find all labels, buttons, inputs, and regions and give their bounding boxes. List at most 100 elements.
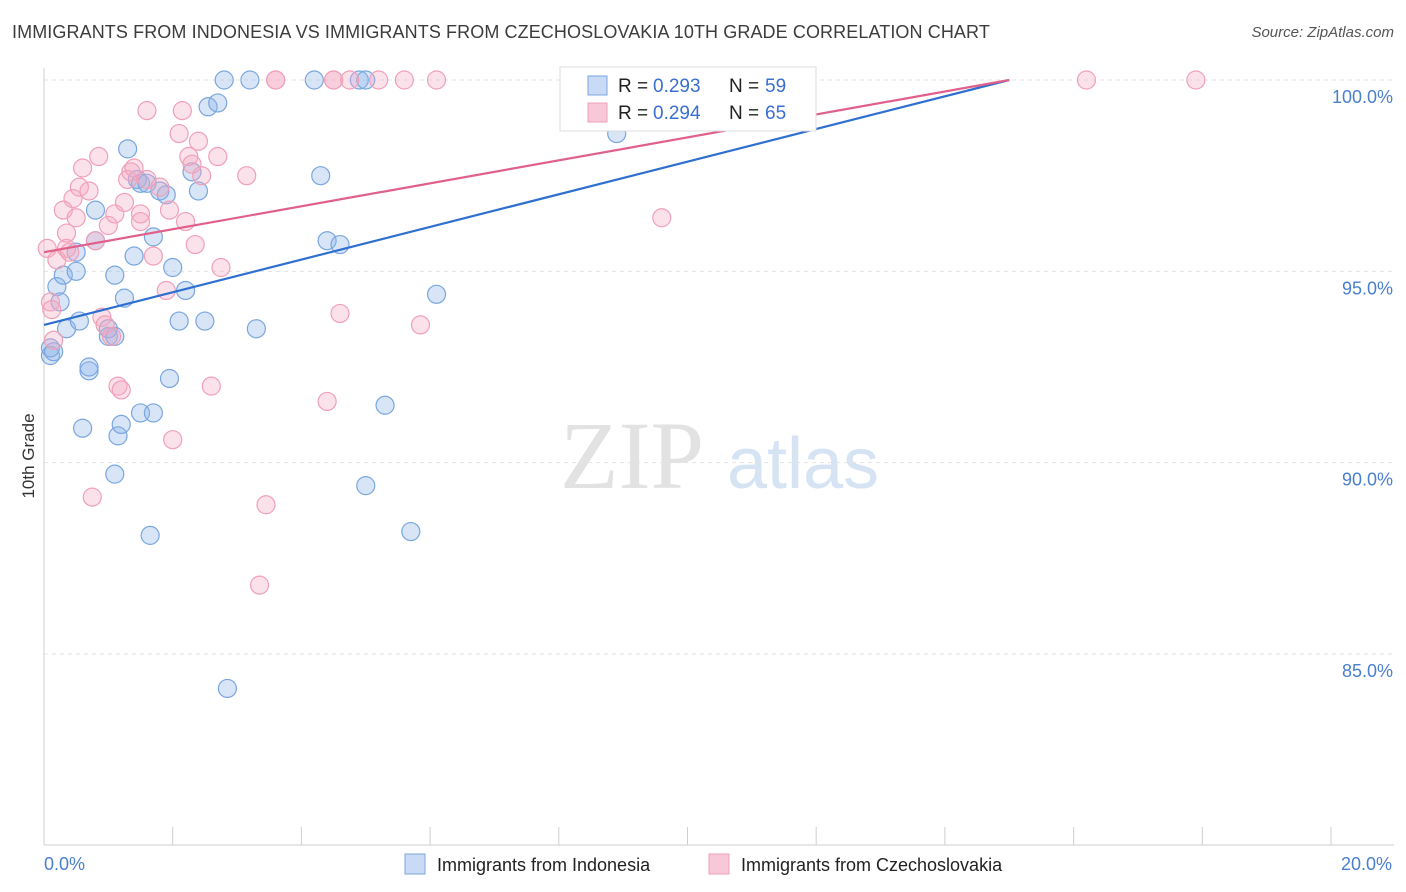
czechoslovakia-point[interactable] xyxy=(124,158,144,178)
czechoslovakia-point[interactable] xyxy=(159,200,180,220)
indonesia-point[interactable] xyxy=(108,426,128,446)
legend-n-label-indonesia: N = xyxy=(729,76,759,97)
czechoslovakia-point[interactable] xyxy=(66,208,86,228)
indonesia-point[interactable] xyxy=(195,311,215,331)
czechoslovakia-point[interactable] xyxy=(330,303,350,324)
czechoslovakia-point[interactable] xyxy=(95,315,115,335)
indonesia-point[interactable] xyxy=(118,139,138,159)
indonesia-point[interactable] xyxy=(156,185,176,205)
czechoslovakia-point[interactable] xyxy=(185,234,205,255)
czechoslovakia-point[interactable] xyxy=(256,495,276,515)
czechoslovakia-point[interactable] xyxy=(150,177,170,197)
bottom-legend-label-indonesia[interactable]: Immigrants from Indonesia xyxy=(437,855,651,875)
indonesia-point[interactable] xyxy=(375,395,395,415)
czechoslovakia-point[interactable] xyxy=(56,223,77,243)
czechoslovakia-point[interactable] xyxy=(1186,70,1206,90)
bottom-legend-swatch-indonesia xyxy=(404,853,426,875)
legend-r-label-czechoslovakia: R = xyxy=(618,103,648,124)
indonesia-point[interactable] xyxy=(111,414,131,434)
legend-swatch-czechoslovakia xyxy=(587,102,608,123)
czechoslovakia-point[interactable] xyxy=(82,487,102,507)
indonesia-point[interactable] xyxy=(140,525,160,545)
czechoslovakia-point[interactable] xyxy=(172,101,192,121)
chart-title: IMMIGRANTS FROM INDONESIA VS IMMIGRANTS … xyxy=(12,22,990,42)
indonesia-point[interactable] xyxy=(240,70,260,90)
czechoslovakia-point[interactable] xyxy=(163,430,183,450)
czechoslovakia-point[interactable] xyxy=(101,326,122,346)
indonesia-point[interactable] xyxy=(317,231,337,251)
indonesia-point[interactable] xyxy=(85,200,106,220)
czechoslovakia-point[interactable] xyxy=(130,211,151,232)
bottom-legend-label-czechoslovakia[interactable]: Immigrants from Czechoslovakia xyxy=(741,855,1003,875)
x-tick-label-max: 20.0% xyxy=(1341,854,1392,874)
indonesia-point[interactable] xyxy=(356,476,376,496)
czechoslovakia-point[interactable] xyxy=(156,280,176,301)
czechoslovakia-point[interactable] xyxy=(426,70,447,90)
czechoslovakia-point[interactable] xyxy=(237,166,257,186)
indonesia-point[interactable] xyxy=(105,265,125,285)
czechoslovakia-point[interactable] xyxy=(111,380,131,400)
czechoslovakia-point[interactable] xyxy=(192,166,212,186)
czechoslovakia-point[interactable] xyxy=(394,70,414,90)
indonesia-point[interactable] xyxy=(217,678,237,699)
czechoslovakia-point[interactable] xyxy=(73,158,93,178)
czechoslovakia-point[interactable] xyxy=(317,391,337,412)
czechoslovakia-point[interactable] xyxy=(323,70,344,90)
indonesia-point[interactable] xyxy=(169,311,189,331)
legend-r-value-czechoslovakia: 0.294 xyxy=(653,103,701,124)
czechoslovakia-point[interactable] xyxy=(137,101,157,121)
indonesia-point[interactable] xyxy=(163,257,183,278)
legend-r-value-indonesia: 0.293 xyxy=(653,76,701,97)
indonesia-point[interactable] xyxy=(198,97,218,117)
indonesia-point[interactable] xyxy=(44,342,64,362)
watermark-zip: ZIP xyxy=(560,402,704,509)
legend-swatch-indonesia xyxy=(587,75,608,96)
indonesia-point[interactable] xyxy=(66,261,86,281)
czechoslovakia-point[interactable] xyxy=(211,257,231,278)
czechoslovakia-point[interactable] xyxy=(1076,70,1097,90)
indonesia-point[interactable] xyxy=(143,403,163,423)
czechoslovakia-point[interactable] xyxy=(98,215,118,236)
czechoslovakia-point[interactable] xyxy=(44,330,64,350)
indonesia-point[interactable] xyxy=(349,70,369,90)
indonesia-point[interactable] xyxy=(311,166,331,186)
indonesia-point[interactable] xyxy=(214,70,234,90)
czechoslovakia-point[interactable] xyxy=(201,376,221,396)
czechoslovakia-point[interactable] xyxy=(410,315,431,335)
indonesia-point[interactable] xyxy=(246,319,266,339)
czechoslovakia-point[interactable] xyxy=(169,123,189,144)
indonesia-point[interactable] xyxy=(208,93,228,113)
czechoslovakia-point[interactable] xyxy=(266,70,286,90)
czechoslovakia-point[interactable] xyxy=(114,192,135,213)
czechoslovakia-point[interactable] xyxy=(42,300,62,320)
indonesia-point[interactable] xyxy=(159,368,180,389)
czechoslovakia-point[interactable] xyxy=(63,189,83,209)
czechoslovakia-point[interactable] xyxy=(69,177,89,197)
czechoslovakia-point[interactable] xyxy=(89,146,109,167)
y-tick-label: 90.0% xyxy=(1342,470,1393,490)
czechoslovakia-point[interactable] xyxy=(40,292,61,312)
indonesia-point[interactable] xyxy=(73,418,93,438)
czechoslovakia-point[interactable] xyxy=(188,131,209,151)
czechoslovakia-point[interactable] xyxy=(143,246,163,266)
x-tick-label-min: 0.0% xyxy=(44,854,85,874)
indonesia-point[interactable] xyxy=(401,521,421,542)
indonesia-point[interactable] xyxy=(105,464,125,484)
indonesia-point[interactable] xyxy=(124,246,144,266)
czechoslovakia-point[interactable] xyxy=(130,204,151,224)
y-tick-label: 85.0% xyxy=(1342,661,1393,681)
czechoslovakia-point[interactable] xyxy=(340,70,360,90)
indonesia-point[interactable] xyxy=(304,70,324,90)
y-tick-label: 100.0% xyxy=(1332,87,1393,107)
czechoslovakia-point[interactable] xyxy=(79,181,99,201)
indonesia-point[interactable] xyxy=(182,162,202,182)
czechoslovakia-point[interactable] xyxy=(652,208,672,228)
czechoslovakia-point[interactable] xyxy=(369,70,389,90)
indonesia-point[interactable] xyxy=(79,357,99,377)
czechoslovakia-point[interactable] xyxy=(249,575,270,595)
indonesia-point[interactable] xyxy=(188,181,209,201)
czechoslovakia-point[interactable] xyxy=(85,231,106,251)
indonesia-point[interactable] xyxy=(426,284,447,304)
czechoslovakia-point[interactable] xyxy=(208,146,228,167)
